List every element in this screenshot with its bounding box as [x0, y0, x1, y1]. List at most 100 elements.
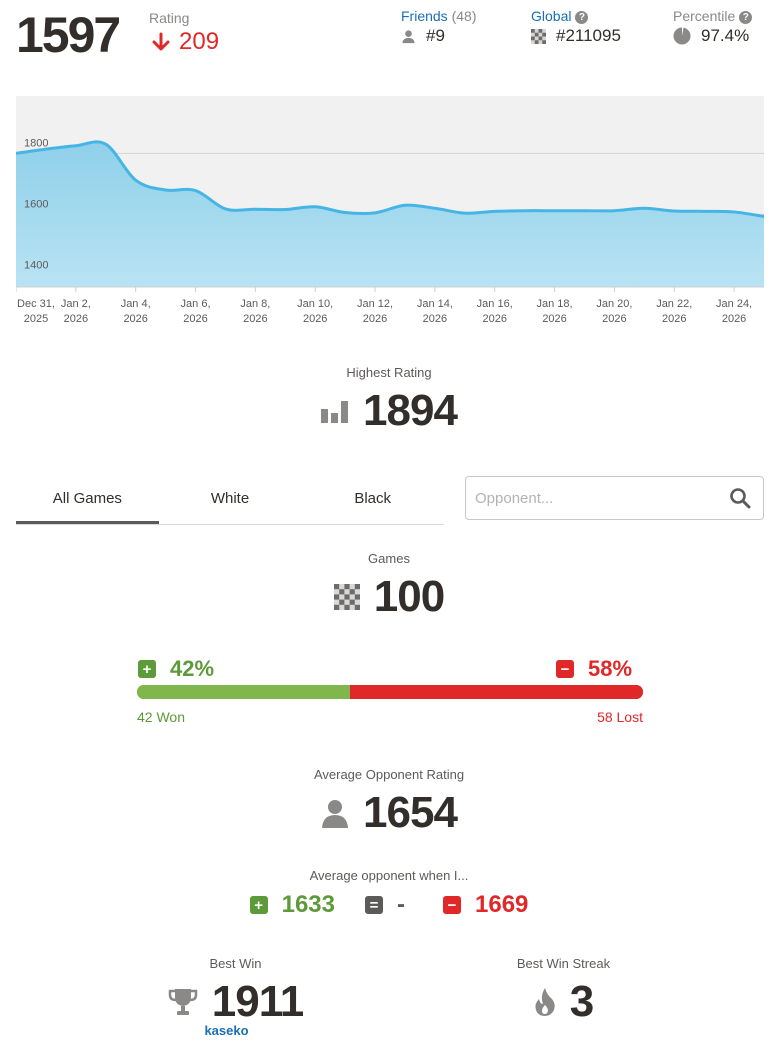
avg-opponent: 1654	[0, 788, 778, 838]
tab-white[interactable]: White	[210, 490, 250, 507]
arrow-down-icon	[152, 32, 170, 51]
global-stat[interactable]: Global? #211095	[531, 8, 621, 46]
rating-area	[16, 141, 764, 287]
highest-rating-value: 1894	[363, 386, 458, 435]
avg-when-draw: = -	[365, 891, 405, 919]
avg-opponent-label: Average Opponent Rating	[313, 767, 465, 782]
help-icon[interactable]: ?	[739, 11, 753, 24]
highest-rating-label: Highest Rating	[346, 365, 432, 380]
x-tick-label: 2026	[303, 313, 327, 325]
x-tick-label: 2026	[363, 313, 387, 325]
x-tick-label: Jan 16,	[477, 298, 513, 310]
global-rank: #211095	[556, 26, 621, 45]
friends-label[interactable]: Friends	[401, 8, 448, 24]
plus-icon: +	[138, 660, 156, 678]
x-tick-label: Jan 20,	[596, 298, 632, 310]
avg-when-loss-value: 1669	[475, 891, 529, 918]
rating-chart-svg[interactable]: 1800 1600 1400 Dec 31, 2025 Jan 2, 2026 Jan 4, 2…	[15, 96, 765, 332]
avg-when-win-value: 1633	[281, 891, 335, 918]
loss-percentage: − 58%	[556, 656, 632, 682]
x-tick-label: 2025	[24, 313, 48, 325]
best-win-value: 1911	[211, 977, 304, 1026]
current-rating: 1597	[16, 7, 121, 63]
win-percentage: + 42%	[138, 656, 214, 682]
bar-chart-icon	[321, 401, 349, 423]
best-win-streak: Best Win Streak 3	[369, 956, 758, 1027]
x-tick-label: 2026	[64, 313, 88, 325]
games-label: Games	[368, 551, 410, 566]
opponent-search-input[interactable]	[475, 489, 729, 507]
friends-stat[interactable]: Friends (48) #9	[401, 8, 476, 46]
x-tick-label: 2026	[722, 313, 746, 325]
percentile-value: 97.4%	[701, 26, 750, 45]
minus-icon: −	[556, 660, 574, 678]
x-tick-label: 2026	[423, 313, 447, 325]
x-tick-label: Jan 10,	[297, 298, 333, 310]
x-tick-label: Jan 6,	[181, 298, 211, 310]
minus-icon: −	[443, 896, 461, 914]
opponent-search	[465, 476, 764, 520]
chessboard-icon	[531, 28, 546, 44]
y-tick-label: 1800	[24, 137, 48, 149]
search-icon[interactable]	[729, 487, 751, 509]
color-tabs: All Games White Black	[16, 477, 444, 525]
tab-all-games[interactable]: All Games	[16, 477, 159, 524]
x-tick-label: Jan 4,	[121, 298, 151, 310]
y-tick-label: 1600	[24, 198, 48, 210]
trophy-icon	[168, 989, 198, 1015]
avg-opponent-value: 1654	[363, 788, 458, 837]
rating-change-value: 209	[179, 28, 220, 55]
highest-rating: 1894	[0, 386, 778, 436]
x-tick-label: 2026	[662, 313, 686, 325]
x-tick-label: 2026	[183, 313, 207, 325]
best-win-opponent-link[interactable]: kaseko	[204, 1023, 249, 1038]
rating-chart[interactable]: 1800 1600 1400 Dec 31, 2025 Jan 2, 2026 Jan 4, 2…	[15, 96, 765, 332]
avg-when-win: + 1633	[249, 891, 335, 919]
x-tick-label: Jan 2,	[61, 298, 91, 310]
x-tick-label: Jan 8,	[240, 298, 270, 310]
help-icon[interactable]: ?	[575, 11, 589, 24]
x-tick-label: Dec 31,	[17, 298, 55, 310]
best-win-label: Best Win	[209, 956, 262, 971]
y-tick-label: 1400	[24, 259, 48, 271]
best-win-streak-label: Best Win Streak	[516, 956, 611, 971]
x-tick-label: 2026	[602, 313, 626, 325]
rating-line	[15, 140, 765, 219]
avg-when-loss: − 1669	[443, 891, 528, 919]
avg-when-row: + 1633 = - − 1669	[0, 891, 778, 919]
x-tick-label: Jan 14,	[417, 298, 453, 310]
loss-bar-segment	[349, 685, 643, 699]
games-count: 100	[0, 572, 778, 622]
x-tick-label: Jan 22,	[656, 298, 692, 310]
rating-label: Rating	[149, 10, 190, 26]
pie-icon	[673, 27, 691, 45]
win-bar-segment	[137, 685, 350, 699]
user-icon	[322, 800, 349, 828]
x-tick-label: Jan 18,	[537, 298, 573, 310]
avg-when-draw-value: -	[397, 891, 405, 918]
win-loss-bar	[137, 685, 643, 699]
lost-count: 58 Lost	[597, 709, 643, 725]
best-win: Best Win 1911 kaseko	[41, 956, 430, 1038]
x-tick-label: Jan 12,	[357, 298, 393, 310]
equals-icon: =	[365, 896, 383, 914]
global-label[interactable]: Global	[531, 8, 572, 24]
tab-black[interactable]: Black	[354, 490, 392, 507]
user-icon	[402, 29, 415, 43]
x-tick-label: Jan 24,	[716, 298, 752, 310]
chessboard-icon	[333, 584, 360, 610]
win-percentage-value: 42%	[170, 656, 215, 681]
x-tick-label: 2026	[123, 313, 147, 325]
percentile-label: Percentile	[673, 8, 736, 24]
won-count: 42 Won	[137, 709, 185, 725]
rating-change: 209	[151, 28, 219, 56]
friends-rank: #9	[426, 26, 445, 45]
flame-icon	[535, 988, 555, 1016]
x-tick-label: 2026	[542, 313, 566, 325]
games-value: 100	[373, 572, 445, 621]
x-tick-label: 2026	[243, 313, 267, 325]
avg-when-label: Average opponent when I...	[309, 868, 469, 883]
friends-count: (48)	[451, 8, 477, 24]
loss-percentage-value: 58%	[588, 656, 633, 681]
plus-icon: +	[249, 896, 268, 914]
